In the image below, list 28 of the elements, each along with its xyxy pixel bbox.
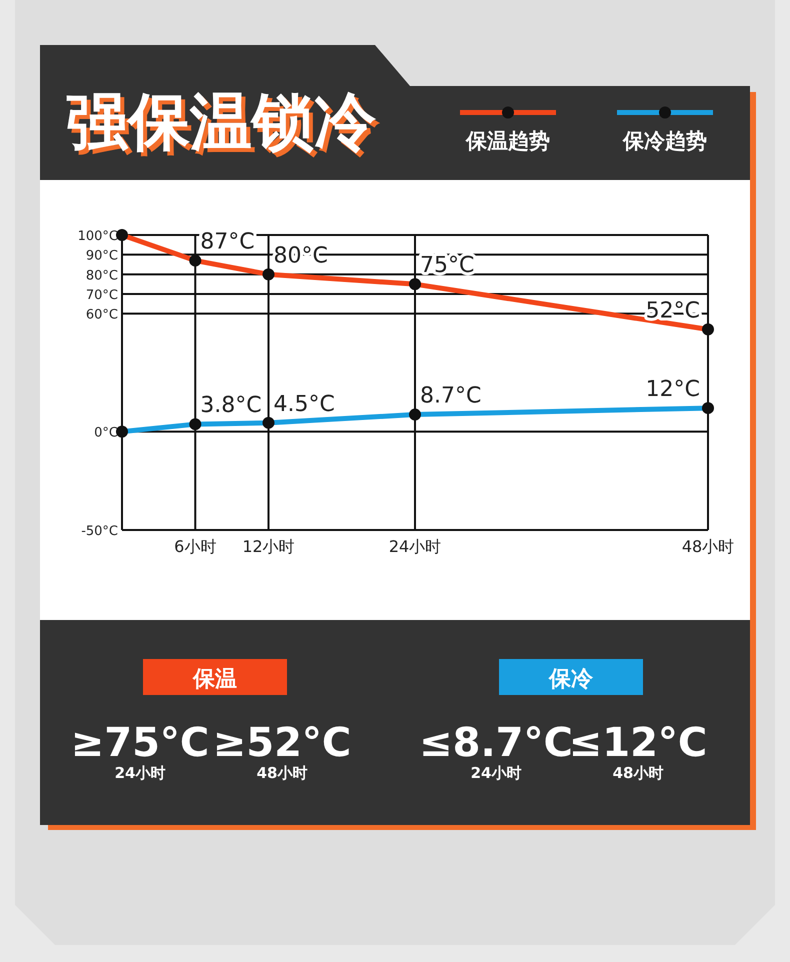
data-label: 12°C (646, 377, 700, 402)
x-tick-label: 6小时 (174, 537, 216, 556)
text: ≤8.7°C (419, 720, 573, 766)
text: 48小时 (612, 764, 664, 782)
data-label: 4.5°C (274, 392, 335, 417)
x-tick-label: 24小时 (388, 537, 442, 556)
data-label: 8.7°C (420, 384, 482, 409)
text: 24小时 (114, 764, 166, 782)
x-tick-label: 12小时 (242, 537, 295, 556)
y-tick-label: 100°C (78, 229, 118, 244)
legend-label: 保温趋势 (465, 129, 550, 153)
y-tick-label: 90°C (86, 248, 118, 264)
text: 24小时 (470, 764, 522, 782)
text: 保温 (192, 667, 237, 692)
y-tick-label: 0°C (94, 426, 118, 441)
legend-label: 保冷趋势 (622, 129, 707, 153)
y-tick-label: 70°C (86, 288, 118, 303)
data-label: 87°C (200, 230, 255, 255)
x-tick-label: 48小时 (682, 537, 734, 556)
data-label: 75°C (420, 253, 474, 278)
text: ≥52°C (212, 720, 352, 766)
text: ≥75°C (70, 720, 210, 766)
y-tick-label: 80°C (86, 268, 118, 284)
text: 保冷 (548, 667, 594, 692)
text: 48小时 (256, 764, 308, 782)
y-tick-label: 60°C (86, 308, 118, 323)
y-tick-label: -50°C (81, 524, 118, 539)
data-label: 3.8°C (200, 393, 262, 418)
